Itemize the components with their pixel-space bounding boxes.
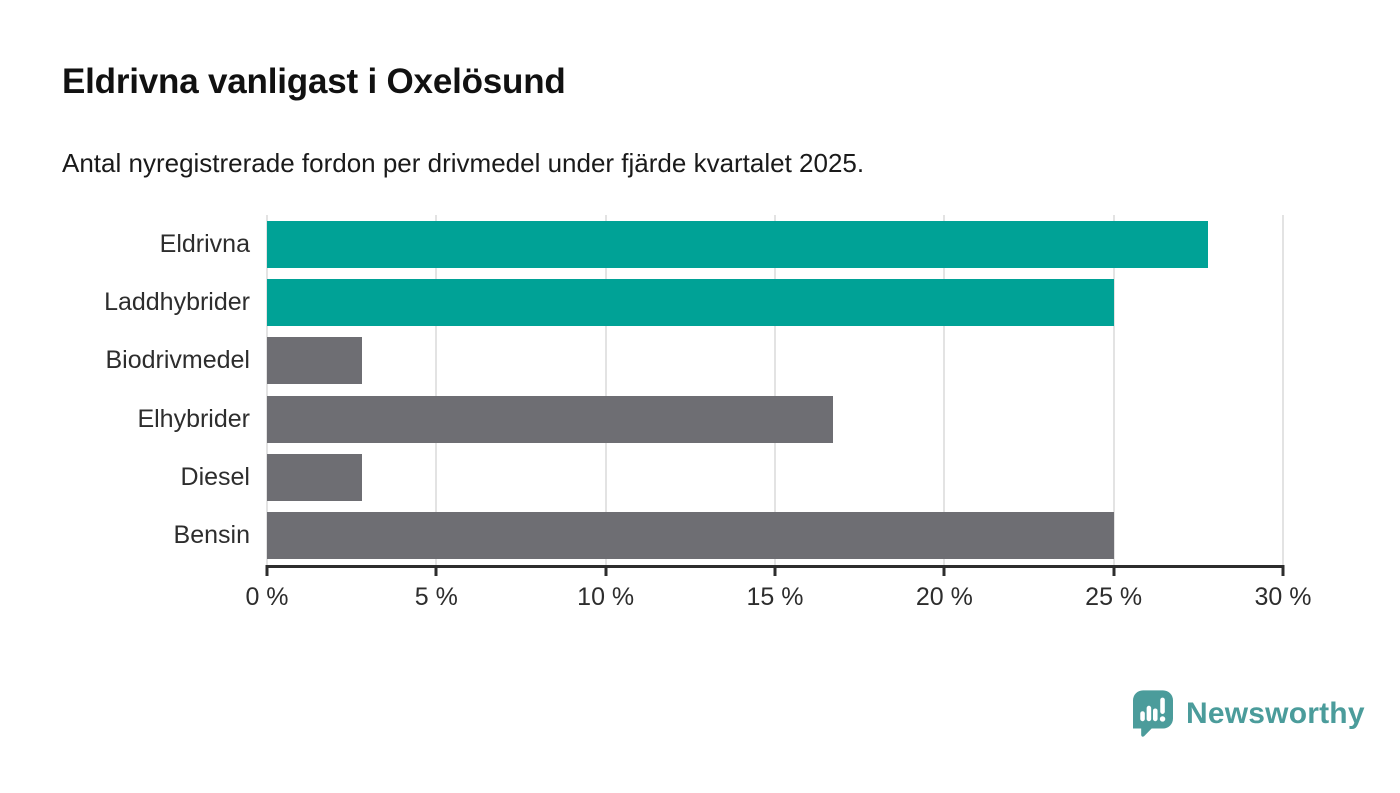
x-tick-label: 15 % xyxy=(746,583,804,611)
bar-bensin xyxy=(267,512,1114,560)
x-tick xyxy=(1281,565,1285,576)
bars xyxy=(267,215,1283,565)
bar-row xyxy=(267,215,1283,273)
grid-line xyxy=(1282,215,1284,565)
category-label: Elhybrider xyxy=(137,404,250,433)
x-tick-label: 10 % xyxy=(577,583,635,611)
bar-biodrivmedel xyxy=(267,337,362,385)
category-label: Diesel xyxy=(180,462,250,491)
bar-row xyxy=(267,332,1283,390)
category-label: Bensin xyxy=(173,521,250,550)
bar-row xyxy=(267,448,1283,506)
x-tick-label: 0 % xyxy=(245,583,289,611)
grid-line xyxy=(604,215,607,565)
x-tick-label: 5 % xyxy=(414,583,458,611)
x-tick xyxy=(773,565,777,576)
grid-line xyxy=(943,215,946,565)
grid-line xyxy=(1112,215,1115,565)
x-tick xyxy=(604,565,608,576)
x-tick-label: 20 % xyxy=(915,583,973,611)
x-tick xyxy=(1112,565,1116,576)
grid-line xyxy=(774,215,776,565)
gridlines xyxy=(266,215,1284,565)
x-axis-ticks xyxy=(265,565,1285,576)
chart-title: Eldrivna vanligast i Oxelösund xyxy=(62,62,566,101)
bar-chart-plot-area xyxy=(266,215,1284,568)
category-label: Laddhybrider xyxy=(104,287,250,316)
chart-subtitle: Antal nyregistrerade fordon per drivmede… xyxy=(62,148,865,178)
x-tick xyxy=(265,565,269,576)
y-axis-category-labels: Eldrivna Laddhybrider Biodrivmedel Elhybrid… xyxy=(0,215,250,565)
category-label: Eldrivna xyxy=(159,229,250,258)
x-tick-label: 30 % xyxy=(1254,583,1312,611)
x-tick xyxy=(942,565,946,576)
bar-row xyxy=(267,390,1283,448)
bar-elhybrider xyxy=(267,395,833,443)
bar-laddhybrider xyxy=(267,278,1114,326)
grid-line xyxy=(266,215,268,565)
newsworthy-logo-icon xyxy=(1133,690,1173,737)
newsworthy-logo-text: Newsworthy xyxy=(1186,696,1365,730)
bar-eldrivna xyxy=(267,220,1209,268)
category-label: Biodrivmedel xyxy=(105,346,250,375)
x-axis-tick-labels: 0 % 5 % 10 % 15 % 20 % 25 % 30 % xyxy=(245,583,1311,617)
x-tick-label: 25 % xyxy=(1085,583,1143,611)
bar-row xyxy=(267,273,1283,331)
bar-diesel xyxy=(267,453,362,501)
newsworthy-logo: Newsworthy xyxy=(1133,690,1365,737)
bar-row xyxy=(267,507,1283,565)
grid-line xyxy=(435,215,438,565)
x-tick xyxy=(434,565,438,576)
